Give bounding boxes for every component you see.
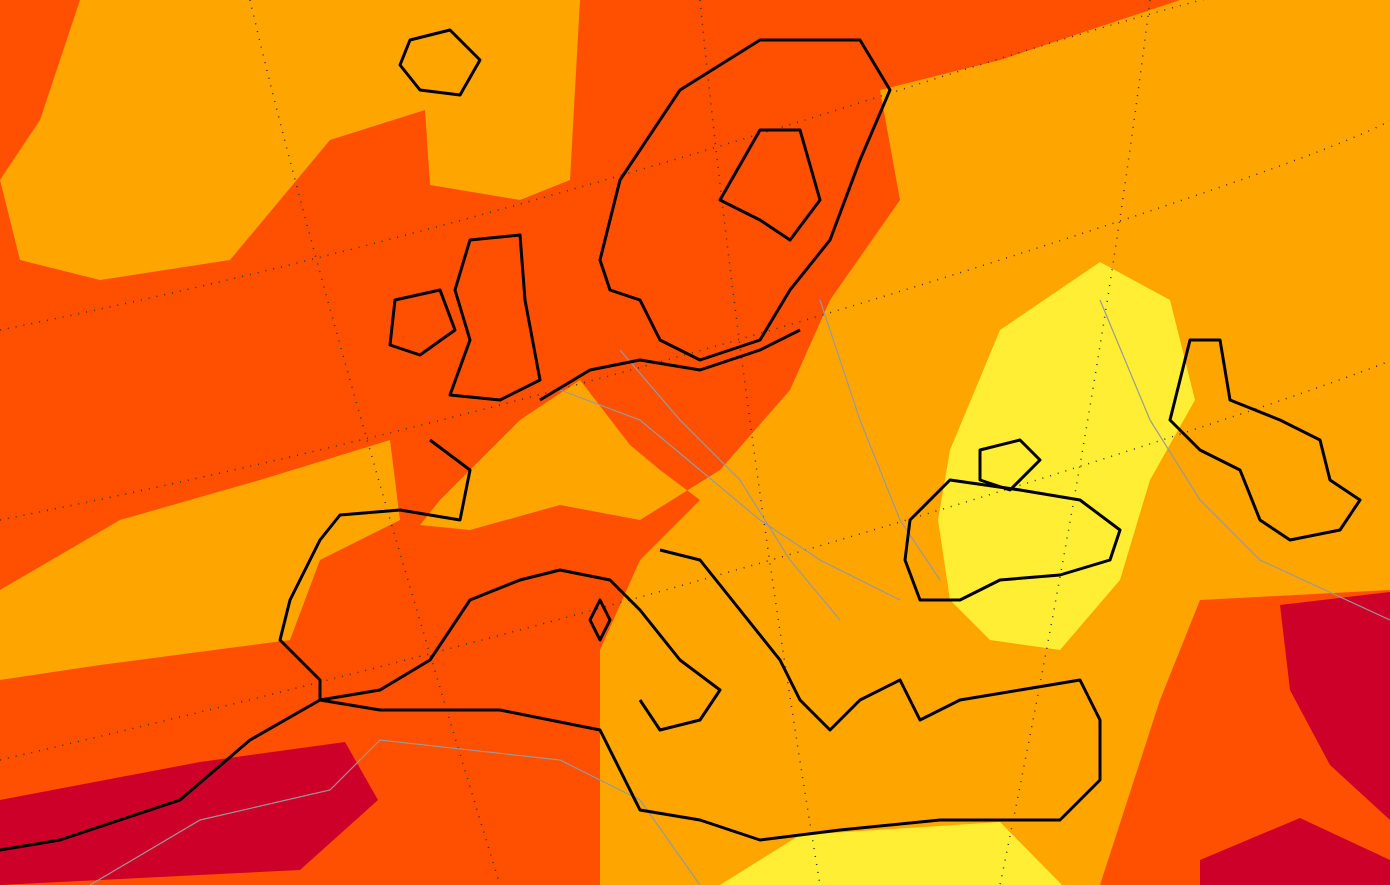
anomaly-region [0, 440, 400, 680]
anomaly-region [0, 742, 378, 885]
borders [89, 299, 1390, 885]
anomaly-region [1280, 592, 1390, 820]
anomaly-region [1200, 818, 1390, 885]
anomaly-region [420, 0, 1390, 885]
anomaly-region [938, 262, 1195, 650]
coastlines [0, 28, 1362, 852]
anomaly-region [720, 822, 1062, 885]
anomaly-region [0, 0, 580, 280]
